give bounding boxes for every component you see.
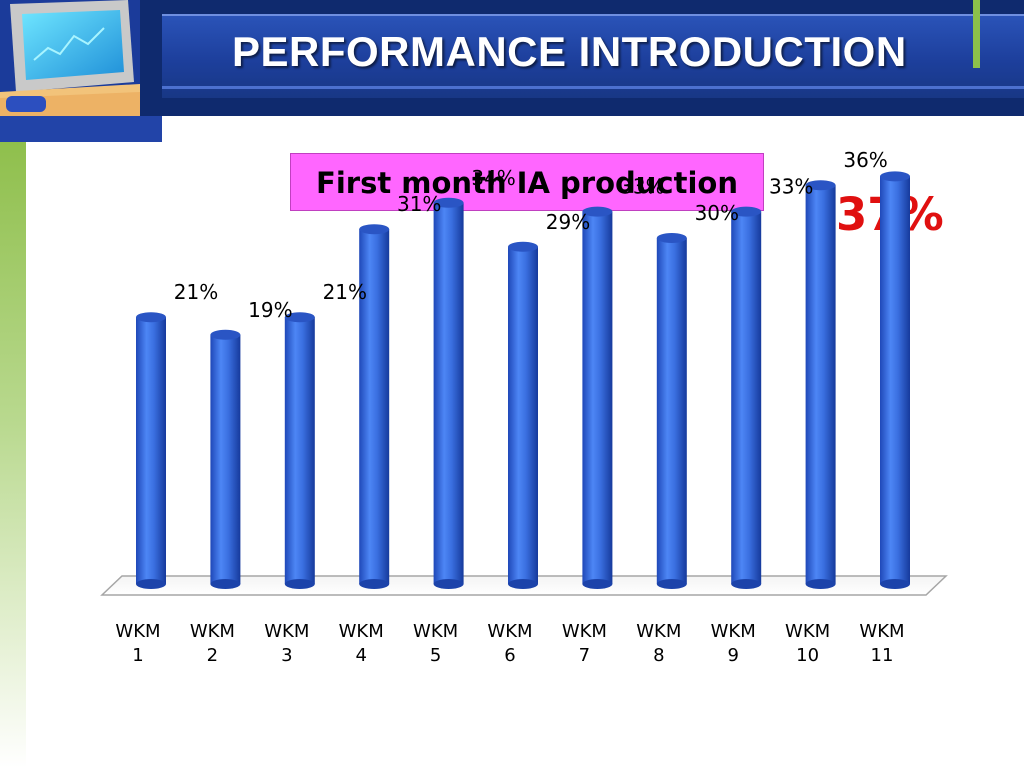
data-label-1: 21% xyxy=(174,280,218,304)
bar-cap xyxy=(136,312,166,323)
bar-body xyxy=(359,229,390,584)
bar-6 xyxy=(508,241,538,589)
data-label-2: 19% xyxy=(248,298,292,322)
side-strip-green xyxy=(0,142,26,768)
bar-11 xyxy=(880,171,910,589)
bar-2 xyxy=(210,329,241,589)
x-tick-label-7: WKM 7 xyxy=(562,621,607,666)
bar-10 xyxy=(805,180,836,589)
header-banner xyxy=(162,16,1024,98)
bar-5 xyxy=(433,197,464,589)
x-tick-label-2: WKM 2 xyxy=(190,621,235,666)
bar-cap xyxy=(805,180,836,191)
bar-base xyxy=(284,579,315,589)
x-tick-label-4: WKM 4 xyxy=(339,621,384,666)
x-tick-label-6: WKM 6 xyxy=(487,621,532,666)
data-label-10: 36% xyxy=(843,148,887,172)
chart-title: First month IA production xyxy=(290,153,764,211)
bar-base xyxy=(210,579,241,589)
bar-4 xyxy=(359,224,390,589)
data-label-9: 33% xyxy=(769,175,813,199)
x-tick-label-9: WKM 9 xyxy=(711,621,756,666)
page-title: PERFORMANCE INTRODUCTION xyxy=(232,28,907,75)
bar-body xyxy=(284,317,315,584)
data-labels: 21% 19% 21% 31% 34% 29% 33% 30% 33% 36% xyxy=(174,148,888,322)
bar-base xyxy=(880,579,910,589)
bar-cap xyxy=(880,171,910,182)
x-tick-label-10: WKM 10 xyxy=(785,621,830,666)
bar-body xyxy=(136,317,166,584)
x-tick-label-5: WKM 5 xyxy=(413,621,458,666)
bar-cap xyxy=(359,224,390,235)
data-label-5: 34% xyxy=(471,166,515,190)
bar-body xyxy=(433,202,464,585)
computer-monitor-image xyxy=(0,0,140,116)
bar-base xyxy=(508,579,538,589)
bar-base xyxy=(433,579,464,589)
side-strip-blue xyxy=(0,116,162,142)
bar-body xyxy=(582,211,613,584)
bar-series xyxy=(136,171,910,589)
bar-cap xyxy=(210,329,241,340)
bar-body xyxy=(880,176,910,584)
bar-body xyxy=(731,211,762,584)
bar-1 xyxy=(136,312,166,589)
x-tick-label-1: WKM 1 xyxy=(115,621,160,666)
monitor-icon xyxy=(0,0,140,116)
data-label-8: 30% xyxy=(695,201,739,225)
data-label-3: 21% xyxy=(323,280,367,304)
bar-base xyxy=(359,579,390,589)
bar-body xyxy=(656,238,687,584)
x-tick-label-3: WKM 3 xyxy=(264,621,309,666)
bar-3 xyxy=(284,312,315,589)
bar-cap xyxy=(731,206,762,217)
bar-7 xyxy=(582,206,613,589)
header-line-top xyxy=(162,14,1024,16)
accent-bar xyxy=(973,0,980,68)
bar-cap xyxy=(582,206,613,217)
bar-body xyxy=(210,334,241,584)
bar-body xyxy=(508,246,538,585)
data-label-4: 31% xyxy=(397,192,441,216)
x-tick-label-11: WKM 11 xyxy=(859,621,904,666)
header-line-bottom xyxy=(162,86,1024,89)
bar-9 xyxy=(731,206,762,589)
bar-cap xyxy=(433,197,464,208)
x-tick-labels: WKM 1 WKM 2 WKM 3 WKM 4 WKM 5 WKM 6 WKM 7 WKM 8 WKM 9 WKM 1… xyxy=(115,621,904,666)
bar-base xyxy=(805,579,836,589)
bar-base xyxy=(582,579,613,589)
bar-base xyxy=(656,579,687,589)
bar-base xyxy=(731,579,762,589)
bar-cap xyxy=(284,312,315,323)
x-tick-label-8: WKM 8 xyxy=(636,621,681,666)
bar-body xyxy=(805,185,836,584)
bar-8 xyxy=(656,233,687,589)
bar-cap xyxy=(656,233,687,243)
data-label-7: 33% xyxy=(620,175,664,199)
bar-cap xyxy=(508,241,538,252)
bar-base xyxy=(136,579,166,589)
data-label-6: 29% xyxy=(546,210,590,234)
